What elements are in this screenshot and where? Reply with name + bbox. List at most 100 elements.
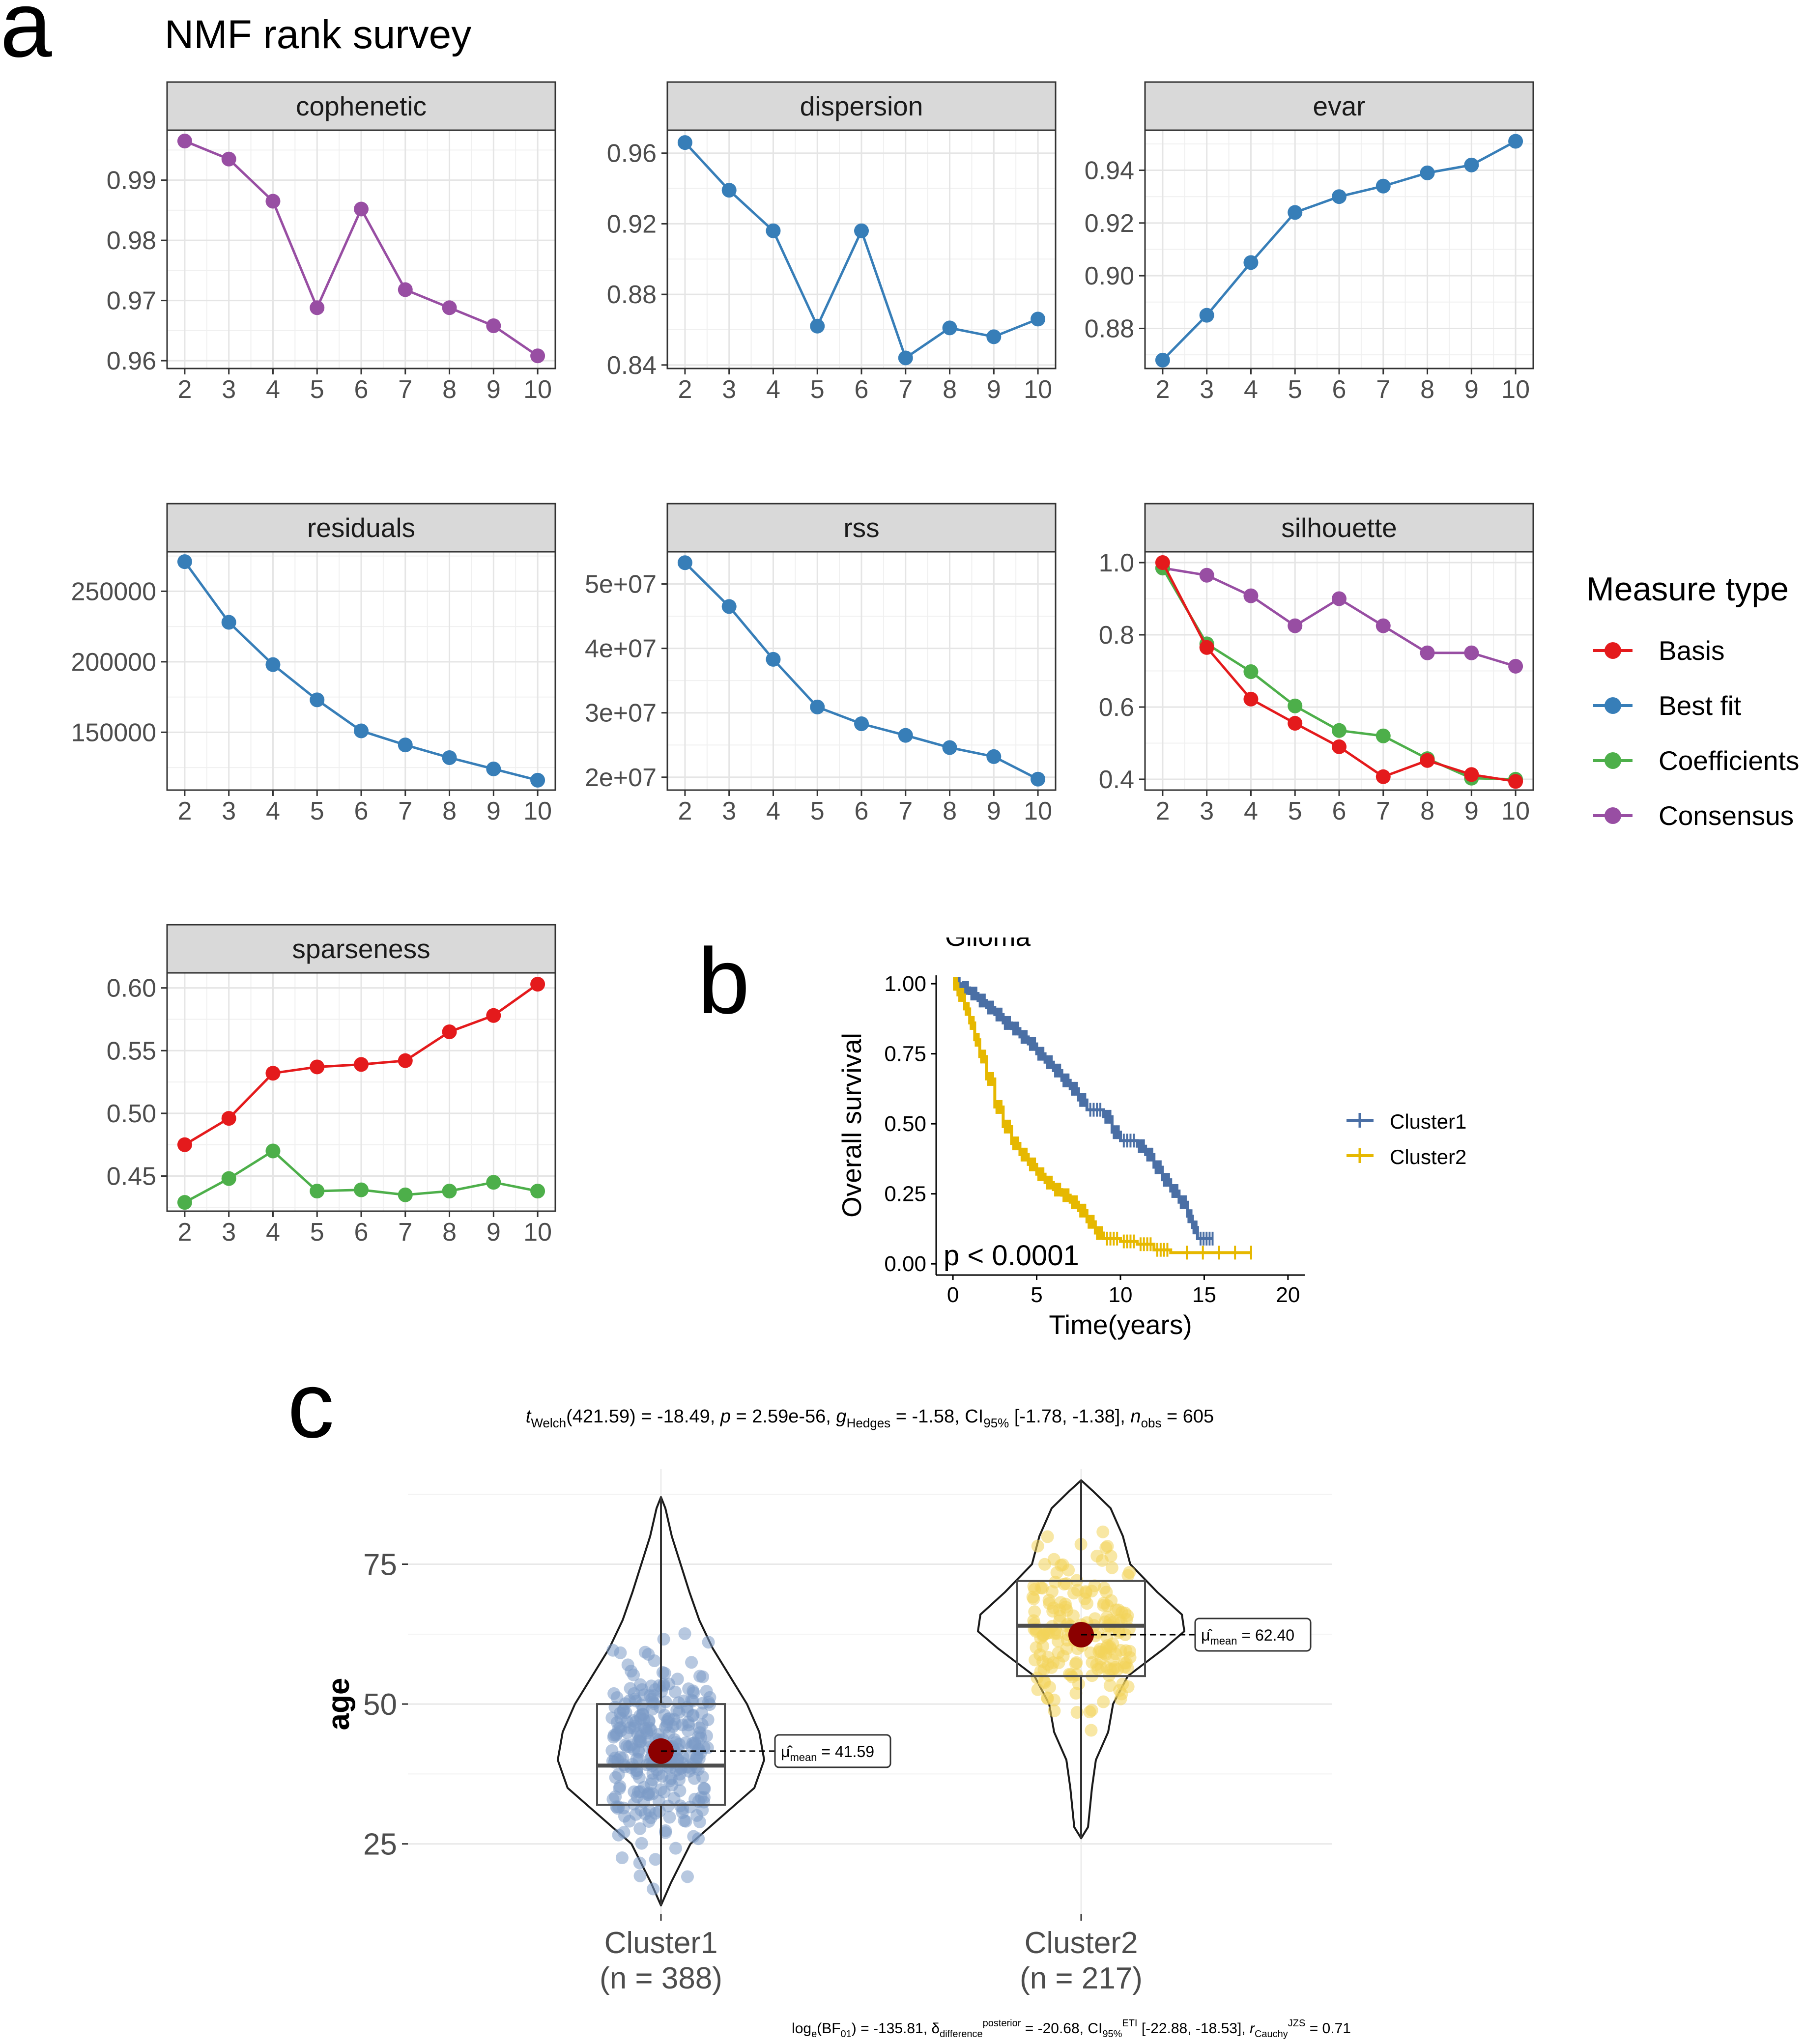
- data-point-best-fit: [1332, 189, 1347, 204]
- age-point-cluster1: [686, 1694, 699, 1707]
- legend-key-point-coefficients: [1604, 752, 1621, 769]
- data-point-best-fit: [766, 223, 781, 238]
- tick-label-x: 3: [222, 375, 236, 404]
- tick-label-x: 3: [222, 1218, 236, 1247]
- age-point-cluster1: [633, 1822, 647, 1835]
- stats-top-segment: = 2.59e-56,: [731, 1406, 836, 1427]
- age-point-cluster1: [633, 1856, 646, 1870]
- data-point-basis: [1288, 716, 1303, 731]
- stats-bottom-segment: posterior: [983, 2018, 1021, 2029]
- tick-label-x: 2: [177, 797, 192, 825]
- age-point-cluster1: [657, 1633, 670, 1646]
- legend-key-point-basis: [1604, 642, 1621, 659]
- violin-tick-label-y: 75: [363, 1548, 397, 1582]
- strip-silhouette: [1144, 503, 1534, 553]
- data-point-best-fit: [486, 761, 501, 776]
- tick-label-x: 7: [398, 1218, 412, 1247]
- age-violin-plot: 25 50 75 age tWelch(421.59) = -18.49, p = 2.…: [322, 1406, 1351, 2040]
- age-point-cluster1: [649, 1853, 662, 1866]
- survival-plot: Glioma 0.00 0.25 0.50 0.75 1.00 0 5 10 15 20 Time(…: [836, 937, 1305, 1340]
- age-point-cluster1: [669, 1736, 683, 1749]
- stats-bottom-segment: r: [1250, 2020, 1255, 2037]
- data-point-basis: [530, 976, 545, 992]
- survival-legend-label-cluster1: Cluster1: [1390, 1110, 1466, 1133]
- data-point-best-fit: [354, 723, 369, 738]
- data-point-consensus: [354, 201, 369, 217]
- age-point-cluster1: [609, 1729, 623, 1742]
- data-point-coefficients: [1243, 664, 1259, 679]
- tick-label-x: 7: [1376, 375, 1390, 404]
- age-point-cluster2: [1070, 1668, 1084, 1681]
- age-point-cluster1: [681, 1704, 694, 1718]
- panel-border-evar: [1144, 129, 1534, 369]
- data-point-best-fit: [1464, 157, 1479, 172]
- stats-top-segment: = 605: [1161, 1406, 1214, 1427]
- age-point-cluster2: [1040, 1691, 1054, 1704]
- data-point-consensus: [442, 300, 457, 315]
- data-point-best-fit: [854, 716, 869, 731]
- survival-tick-label-y: 0.75: [884, 1042, 926, 1066]
- age-point-cluster1: [659, 1695, 672, 1708]
- survival-tick-label-y: 0.00: [884, 1252, 926, 1276]
- age-point-cluster2: [1028, 1605, 1041, 1618]
- mean-subscript: mean: [790, 1751, 817, 1763]
- panel-border-silhouette: [1144, 551, 1534, 791]
- box-cluster1: [596, 1703, 726, 1806]
- age-point-cluster1: [615, 1851, 629, 1865]
- survival-curve-cluster2: [953, 982, 1251, 1254]
- legend-item-coefficients: Coefficients: [1593, 745, 1799, 776]
- strip-sparseness: [166, 924, 556, 974]
- legend-title: Measure type: [1586, 570, 1789, 608]
- tick-label-x: 10: [1501, 375, 1530, 404]
- strip-label-cophenetic: cophenetic: [296, 91, 427, 121]
- data-point-coefficients: [1288, 698, 1303, 713]
- tick-label-x: 8: [1420, 797, 1434, 825]
- survival-tick-label-x: 10: [1109, 1283, 1133, 1307]
- tick-label-x: 8: [442, 1218, 457, 1247]
- stats-footer-bottom: loge(BF01) = -135.81, δdifferenceposteri…: [792, 2018, 1351, 2040]
- age-point-cluster2: [1105, 1561, 1118, 1574]
- data-point-best-fit: [1031, 771, 1046, 787]
- data-point-best-fit: [1375, 178, 1391, 194]
- facet-evar: evar 2 3 4 5 6 7 8 9 10 0.88 0.90 0.92 0.94: [1085, 81, 1534, 404]
- age-point-cluster2: [1041, 1651, 1055, 1664]
- data-point-best-fit: [398, 738, 413, 753]
- tick-label-x: 3: [1200, 375, 1214, 404]
- age-point-cluster1: [614, 1646, 627, 1659]
- data-point-basis: [354, 1057, 369, 1072]
- data-point-best-fit: [442, 750, 457, 765]
- age-point-cluster2: [1048, 1704, 1061, 1717]
- age-point-cluster1: [685, 1656, 698, 1669]
- tick-label-x: 8: [442, 375, 457, 404]
- stats-top-segment: Welch: [531, 1416, 566, 1430]
- data-point-basis: [442, 1024, 457, 1039]
- age-point-cluster1: [609, 1790, 622, 1803]
- legend-item-basis: Basis: [1593, 635, 1725, 666]
- age-point-cluster1: [690, 1809, 704, 1822]
- tick-label-x: 6: [855, 375, 869, 404]
- data-point-consensus: [1288, 618, 1303, 633]
- tick-label-x: 3: [722, 375, 736, 404]
- age-point-cluster2: [1095, 1554, 1109, 1567]
- panel-border-dispersion: [666, 129, 1057, 369]
- age-point-cluster1: [663, 1811, 676, 1824]
- tick-label-x: 5: [1288, 797, 1302, 825]
- tick-label-x: 10: [523, 375, 552, 404]
- data-point-best-fit: [265, 657, 281, 672]
- tick-label-x: 6: [855, 797, 869, 825]
- tick-label-x: 5: [310, 1218, 324, 1247]
- age-point-cluster1: [635, 1837, 648, 1850]
- legend-label-best-fit: Best fit: [1659, 690, 1741, 721]
- age-point-cluster1: [678, 1814, 691, 1827]
- age-point-cluster1: [610, 1800, 623, 1814]
- stats-top-segment: obs: [1141, 1416, 1162, 1430]
- data-point-best-fit: [177, 554, 192, 569]
- data-point-basis: [1420, 753, 1435, 768]
- data-point-basis: [265, 1066, 281, 1081]
- survival-tick-label-x: 15: [1192, 1283, 1216, 1307]
- tick-label-x: 9: [987, 797, 1001, 825]
- tick-label-x: 6: [354, 375, 369, 404]
- data-point-consensus: [1464, 645, 1479, 660]
- strip-rss: [666, 503, 1057, 553]
- age-point-cluster2: [1056, 1558, 1069, 1571]
